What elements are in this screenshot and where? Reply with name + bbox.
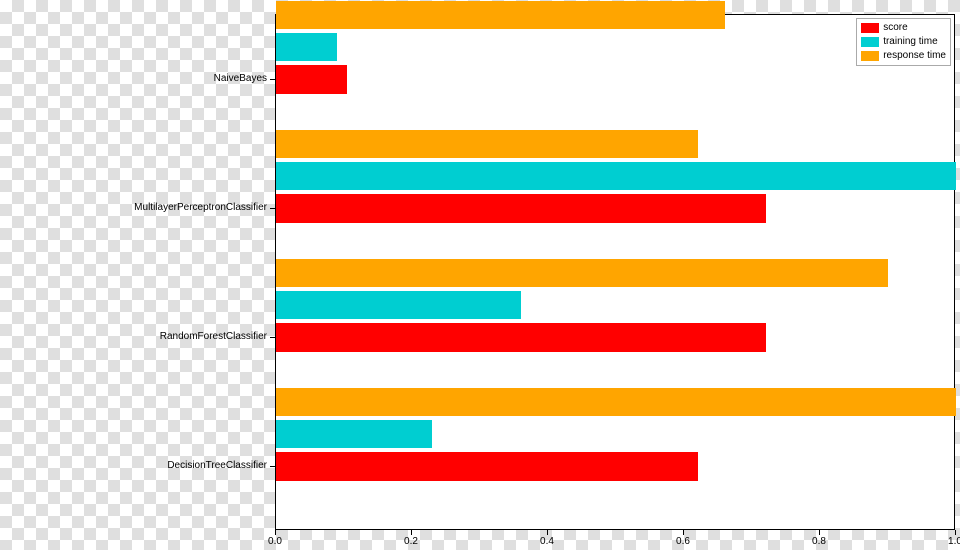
bar [276, 1, 725, 29]
bar [276, 323, 766, 351]
x-tick-mark [683, 530, 684, 535]
x-tick-label: 0.4 [540, 536, 554, 547]
y-tick-mark [270, 208, 275, 209]
legend-label-score: score [883, 21, 907, 35]
bar [276, 420, 432, 448]
x-tick-label: 0.8 [812, 536, 826, 547]
y-category-label: NaiveBayes [214, 73, 267, 84]
bar [276, 452, 698, 480]
legend-swatch-training-time [861, 37, 879, 47]
x-tick-label: 0.2 [404, 536, 418, 547]
x-tick-mark [275, 530, 276, 535]
y-category-label: RandomForestClassifier [160, 331, 267, 342]
y-category-label: MultilayerPerceptronClassifier [134, 202, 267, 213]
y-tick-mark [270, 466, 275, 467]
y-tick-mark [270, 337, 275, 338]
x-tick-mark [547, 530, 548, 535]
y-tick-mark [270, 79, 275, 80]
x-tick-mark [955, 530, 956, 535]
legend: score training time response time [856, 18, 951, 66]
bar [276, 65, 347, 93]
x-tick-label: 1.0 [948, 536, 960, 547]
legend-swatch-response-time [861, 51, 879, 61]
x-tick-label: 0.6 [676, 536, 690, 547]
legend-swatch-score [861, 23, 879, 33]
bar [276, 162, 956, 190]
legend-item-response-time: response time [861, 49, 946, 63]
chart-container: Score score training time response time … [0, 0, 960, 550]
bar [276, 33, 337, 61]
legend-label-training-time: training time [883, 35, 937, 49]
bar [276, 194, 766, 222]
bar [276, 291, 521, 319]
x-tick-mark [411, 530, 412, 535]
bar [276, 259, 888, 287]
bar [276, 388, 956, 416]
y-category-label: DecisionTreeClassifier [167, 460, 267, 471]
bar [276, 130, 698, 158]
x-tick-mark [819, 530, 820, 535]
legend-item-training-time: training time [861, 35, 946, 49]
plot-area: score training time response time [275, 14, 955, 530]
legend-item-score: score [861, 21, 946, 35]
x-tick-label: 0.0 [268, 536, 282, 547]
legend-label-response-time: response time [883, 49, 946, 63]
